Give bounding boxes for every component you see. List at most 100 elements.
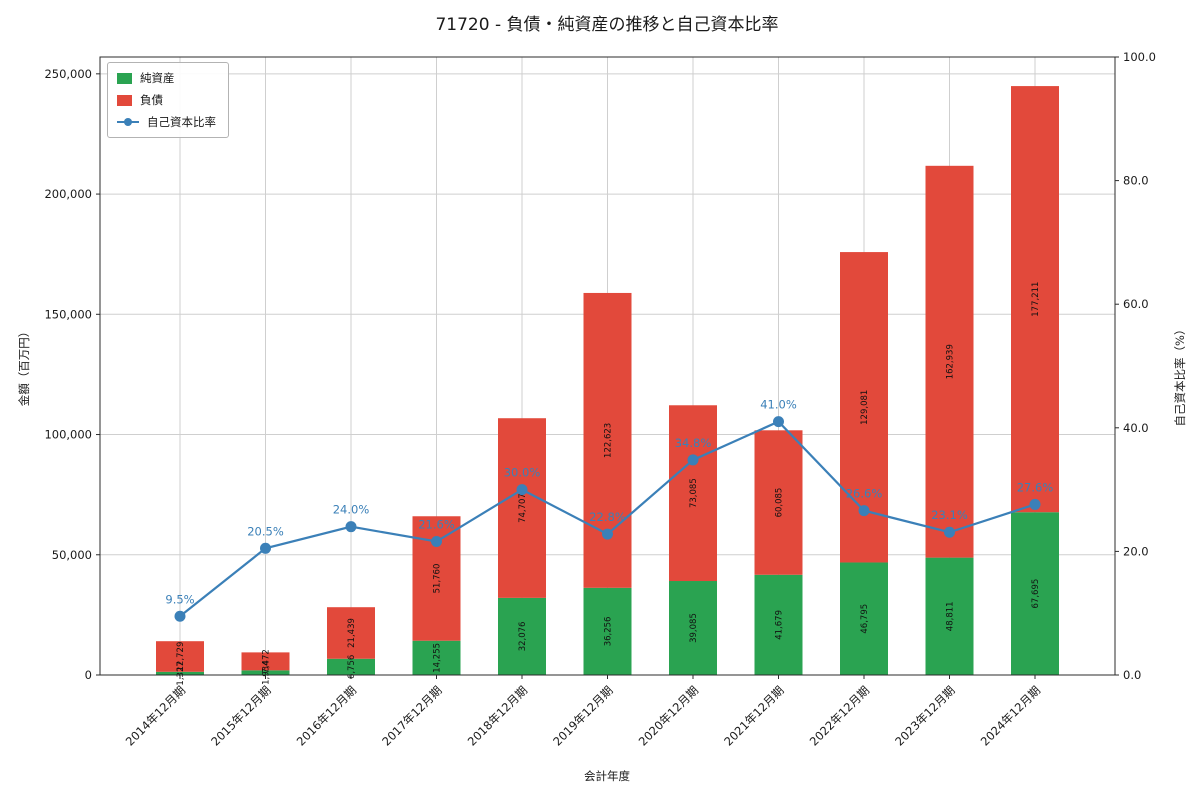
y-tick-label-left: 200,000 [44,187,92,201]
equity-ratio-label: 41.0% [760,398,797,412]
y-tick-label-right: 60.0 [1123,297,1149,311]
bar-segment-liabilities [498,418,546,598]
y-tick-label-left: 50,000 [52,548,92,562]
bar-segment-liabilities [754,430,803,575]
x-tick-label: 2023年12月期 [892,683,957,748]
bar-value-label-net-assets: 6,756 [347,655,357,679]
bar-value-label-liabilities: 129,081 [860,390,870,425]
bar-value-label-net-assets: 1,327 [176,661,186,685]
bar-segment-net-assets [1011,512,1059,675]
bar-segment-net-assets [498,597,546,675]
legend-item-net-assets: 純資産 [117,70,216,86]
equity-ratio-line-icon [117,117,139,128]
equity-ratio-label: 23.1% [931,508,968,522]
x-tick-label: 2016年12月期 [294,683,359,748]
bar-value-label-liabilities: 73,085 [689,478,699,508]
bar-value-label-liabilities: 162,939 [946,344,956,379]
legend-label-equity-ratio: 自己資本比率 [147,115,216,129]
equity-ratio-label: 27.6% [1017,480,1054,494]
x-tick-label: 2014年12月期 [123,683,188,748]
right-axis-title: 自己資本比率（%） [1173,323,1187,427]
bar-segment-liabilities [1011,86,1059,513]
legend-label-liabilities: 負債 [140,93,163,107]
equity-ratio-marker [431,536,442,548]
chart-legend: 純資産 負債 自己資本比率 [107,62,229,138]
equity-ratio-label: 20.5% [247,524,284,538]
equity-ratio-label: 30.0% [504,466,541,480]
bar-segment-liabilities [241,652,290,671]
equity-ratio-marker [858,505,870,517]
bar-value-label-liabilities: 51,760 [433,564,443,594]
bar-segment-liabilities [925,165,974,558]
equity-ratio-label: 26.6% [846,487,883,501]
bar-segment-net-assets [327,658,375,675]
bar-segment-net-assets [669,581,717,675]
legend-item-equity-ratio: 自己資本比率 [117,114,216,130]
net-assets-swatch-icon [117,72,132,84]
y-tick-label-right: 40.0 [1123,421,1149,435]
y-tick-label-right: 20.0 [1123,544,1149,558]
bar-value-label-net-assets: 41,679 [775,610,785,640]
equity-ratio-label: 21.6% [418,518,455,532]
bar-value-label-net-assets: 46,795 [860,604,870,634]
equity-ratio-marker [260,542,271,554]
bar-segment-liabilities [156,641,204,672]
bar-value-label-net-assets: 36,256 [604,617,614,647]
equity-ratio-marker [773,416,784,428]
legend-item-liabilities: 負債 [117,92,216,108]
bar-segment-net-assets [583,587,632,675]
bar-segment-net-assets [754,574,803,675]
x-tick-label: 2020年12月期 [636,683,701,748]
bar-value-label-liabilities: 60,085 [775,488,785,518]
bar-segment-net-assets [840,562,888,675]
bar-segment-net-assets [925,557,974,675]
y-tick-label-right: 100.0 [1123,50,1156,64]
equity-ratio-label: 34.8% [675,436,712,450]
equity-ratio-marker [944,526,955,538]
bar-segment-net-assets [156,671,204,675]
bar-value-label-net-assets: 67,695 [1031,579,1041,609]
equity-ratio-marker [516,484,528,496]
x-tick-label: 2018年12月期 [465,683,530,748]
bar-value-label-liabilities: 122,623 [604,423,614,458]
bar-value-label-liabilities: 74,707 [518,493,528,523]
equity-ratio-marker [602,528,613,540]
x-tick-label: 2024年12月期 [978,683,1043,748]
equity-ratio-label: 9.5% [165,592,194,606]
bar-value-label-net-assets: 39,085 [689,613,699,643]
liabilities-swatch-icon [117,94,132,106]
bar-segment-liabilities [669,405,717,582]
bar-value-label-net-assets: 14,255 [433,643,443,673]
bar-value-label-net-assets: 48,811 [946,601,956,631]
equity-ratio-marker [1029,498,1041,510]
y-tick-label-left: 150,000 [44,307,92,321]
y-tick-label-right: 0.0 [1123,668,1141,682]
equity-ratio-marker [345,521,357,533]
equity-ratio-label: 24.0% [333,503,370,517]
bar-value-label-net-assets: 32,076 [518,622,528,652]
bar-value-label-liabilities: 177,211 [1031,282,1041,317]
equity-ratio-marker [687,454,699,466]
x-tick-label: 2019年12月期 [550,683,615,748]
y-tick-label-left: 100,000 [44,428,92,442]
bar-value-label-liabilities: 7,472 [262,649,272,673]
x-tick-label: 2021年12月期 [721,683,786,748]
y-tick-label-right: 80.0 [1123,174,1149,188]
bar-value-label-liabilities: 12,729 [176,642,186,672]
bar-segment-liabilities [327,607,375,659]
bar-value-label-liabilities: 21,439 [347,618,357,648]
bar-segment-net-assets [412,640,461,675]
x-axis-title: 会計年度 [584,769,630,783]
equity-ratio-dot-icon [124,118,132,126]
bar-segment-net-assets [241,670,290,675]
x-tick-label: 2017年12月期 [379,683,444,748]
equity-ratio-marker [174,610,186,622]
bar-value-label-net-assets: 1,934 [262,661,272,685]
y-tick-label-left: 250,000 [44,67,92,81]
x-tick-label: 2015年12月期 [208,683,273,748]
x-tick-label: 2022年12月期 [807,683,872,748]
equity-ratio-label: 22.8% [589,510,626,524]
chart-title: 71720 - 負債・純資産の推移と自己資本比率 [435,15,779,35]
